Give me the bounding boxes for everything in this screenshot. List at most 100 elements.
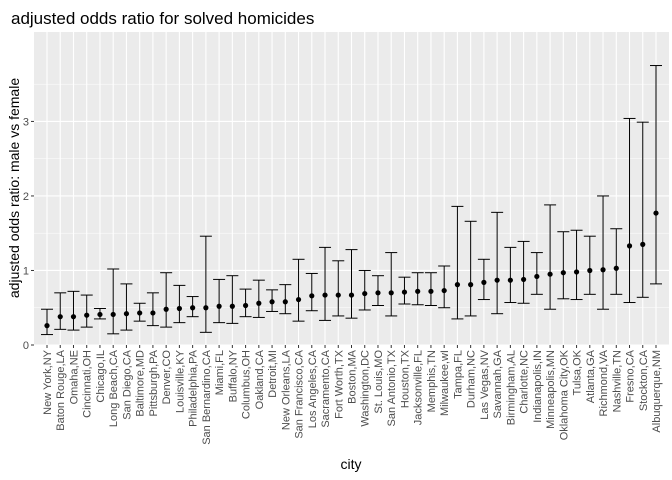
x-tick-label: Buffalo,NY <box>227 349 239 402</box>
data-point <box>375 290 381 296</box>
data-point <box>176 305 182 312</box>
x-tick-label: Los Angeles,CA <box>307 349 319 428</box>
error-bar <box>610 228 623 295</box>
x-tick-label: New Orleans,LA <box>280 349 292 430</box>
data-point <box>322 292 328 298</box>
y-axis-title: adjusted odds ratio: male vs female <box>6 78 22 298</box>
error-bar <box>199 235 212 333</box>
error-bar <box>491 211 504 315</box>
data-point <box>573 269 580 275</box>
data-point <box>507 277 513 283</box>
data-point <box>335 292 341 298</box>
x-tick-label: Columbus,OH <box>241 350 253 419</box>
error-bar <box>477 258 490 301</box>
error-bar <box>160 272 173 328</box>
x-tick-label: Long Beach,CA <box>108 349 120 427</box>
error-bar <box>464 220 477 317</box>
data-point <box>388 290 394 296</box>
x-tick-label: Boston,MA <box>347 349 359 403</box>
data-point <box>454 282 461 288</box>
error-bar <box>358 269 371 311</box>
data-point <box>534 273 540 280</box>
data-point <box>481 279 487 285</box>
x-tick-label: Atlanta,GA <box>585 349 597 403</box>
x-tick-label: Oakland,CA <box>254 349 266 409</box>
data-point <box>216 303 222 309</box>
data-point <box>640 241 646 247</box>
data-point <box>600 267 606 273</box>
x-tick-label: Albuquerque,NM <box>651 350 663 433</box>
data-point <box>401 289 408 295</box>
error-bar <box>345 249 358 319</box>
x-tick-label: San Francisco,CA <box>294 349 306 438</box>
error-bar <box>67 290 80 331</box>
x-axis-title: city <box>341 456 362 472</box>
x-tick-label: Fresno,CA <box>625 349 637 402</box>
x-tick-label: San Diego,CA <box>121 349 133 419</box>
data-point <box>44 323 50 329</box>
error-bar <box>305 272 318 312</box>
error-bar <box>41 308 53 336</box>
data-point <box>57 314 63 320</box>
x-tick-label: Baltimore,MD <box>135 350 147 417</box>
error-bar <box>623 117 636 304</box>
data-point <box>110 311 116 318</box>
error-bar <box>120 283 133 331</box>
x-tick-label: Memphis,TN <box>426 350 438 412</box>
error-bar <box>213 278 226 324</box>
x-tick-label: New York,NY <box>42 349 54 414</box>
x-tick-label: Denver,CO <box>161 350 173 405</box>
data-point <box>150 310 156 316</box>
data-point <box>242 302 249 309</box>
error-bar <box>173 284 186 324</box>
data-point <box>428 288 434 294</box>
error-bar <box>279 284 292 315</box>
error-bar <box>292 258 305 322</box>
y-tick-label: 2 <box>23 191 29 203</box>
x-tick-label: Richmond,VA <box>598 349 610 416</box>
error-bar <box>583 235 596 295</box>
x-tick-label: Milwaukee,wI <box>439 350 451 416</box>
y-tick-label: 1 <box>23 265 29 277</box>
data-point <box>348 292 355 298</box>
data-point <box>256 300 262 306</box>
error-bar <box>319 246 332 321</box>
error-bar <box>226 275 239 324</box>
error-bar <box>107 268 120 335</box>
data-point <box>441 287 447 294</box>
error-bar <box>597 195 610 310</box>
data-point <box>494 277 500 283</box>
error-bar <box>438 265 451 309</box>
y-tick-label: 0 <box>23 340 29 352</box>
x-tick-label: Sacramento,CA <box>320 349 332 427</box>
x-tick-label: Las Vegas,NV <box>479 349 491 419</box>
x-tick-label: Indianapolis,IN <box>532 350 544 423</box>
chart-title: adjusted odds ratio for solved homicides <box>11 9 314 28</box>
error-bar <box>530 252 543 295</box>
x-tick-label: Tampa,FL <box>452 350 464 399</box>
error-bar <box>544 204 557 310</box>
x-tick-label: Tulsa,OK <box>572 349 584 395</box>
x-tick-label: Jacksonville,FL <box>413 350 425 425</box>
x-tick-label: Chicago,IL <box>95 350 107 403</box>
error-bars <box>41 65 662 336</box>
data-point <box>560 270 566 276</box>
x-tick-label: St. Louis,MO <box>373 350 385 414</box>
error-bar <box>239 288 252 318</box>
error-bar <box>517 240 530 304</box>
y-axis: 0 1 2 3 <box>23 116 34 352</box>
data-point <box>84 312 90 318</box>
error-bar <box>570 229 583 301</box>
data-point <box>309 293 315 299</box>
x-tick-label: Baton Rouge,LA <box>55 349 67 430</box>
x-tick-label: Detroit,MI <box>267 350 279 398</box>
data-point <box>653 210 659 216</box>
x-tick-label: Pittsburgh,PA <box>148 349 160 416</box>
error-bar <box>385 252 398 317</box>
x-tick-label: Nashville,TN <box>611 350 623 412</box>
x-tick-label: Miami,FL <box>214 350 226 395</box>
data-point <box>521 276 527 283</box>
data-point <box>587 267 593 274</box>
error-bar <box>636 121 649 298</box>
